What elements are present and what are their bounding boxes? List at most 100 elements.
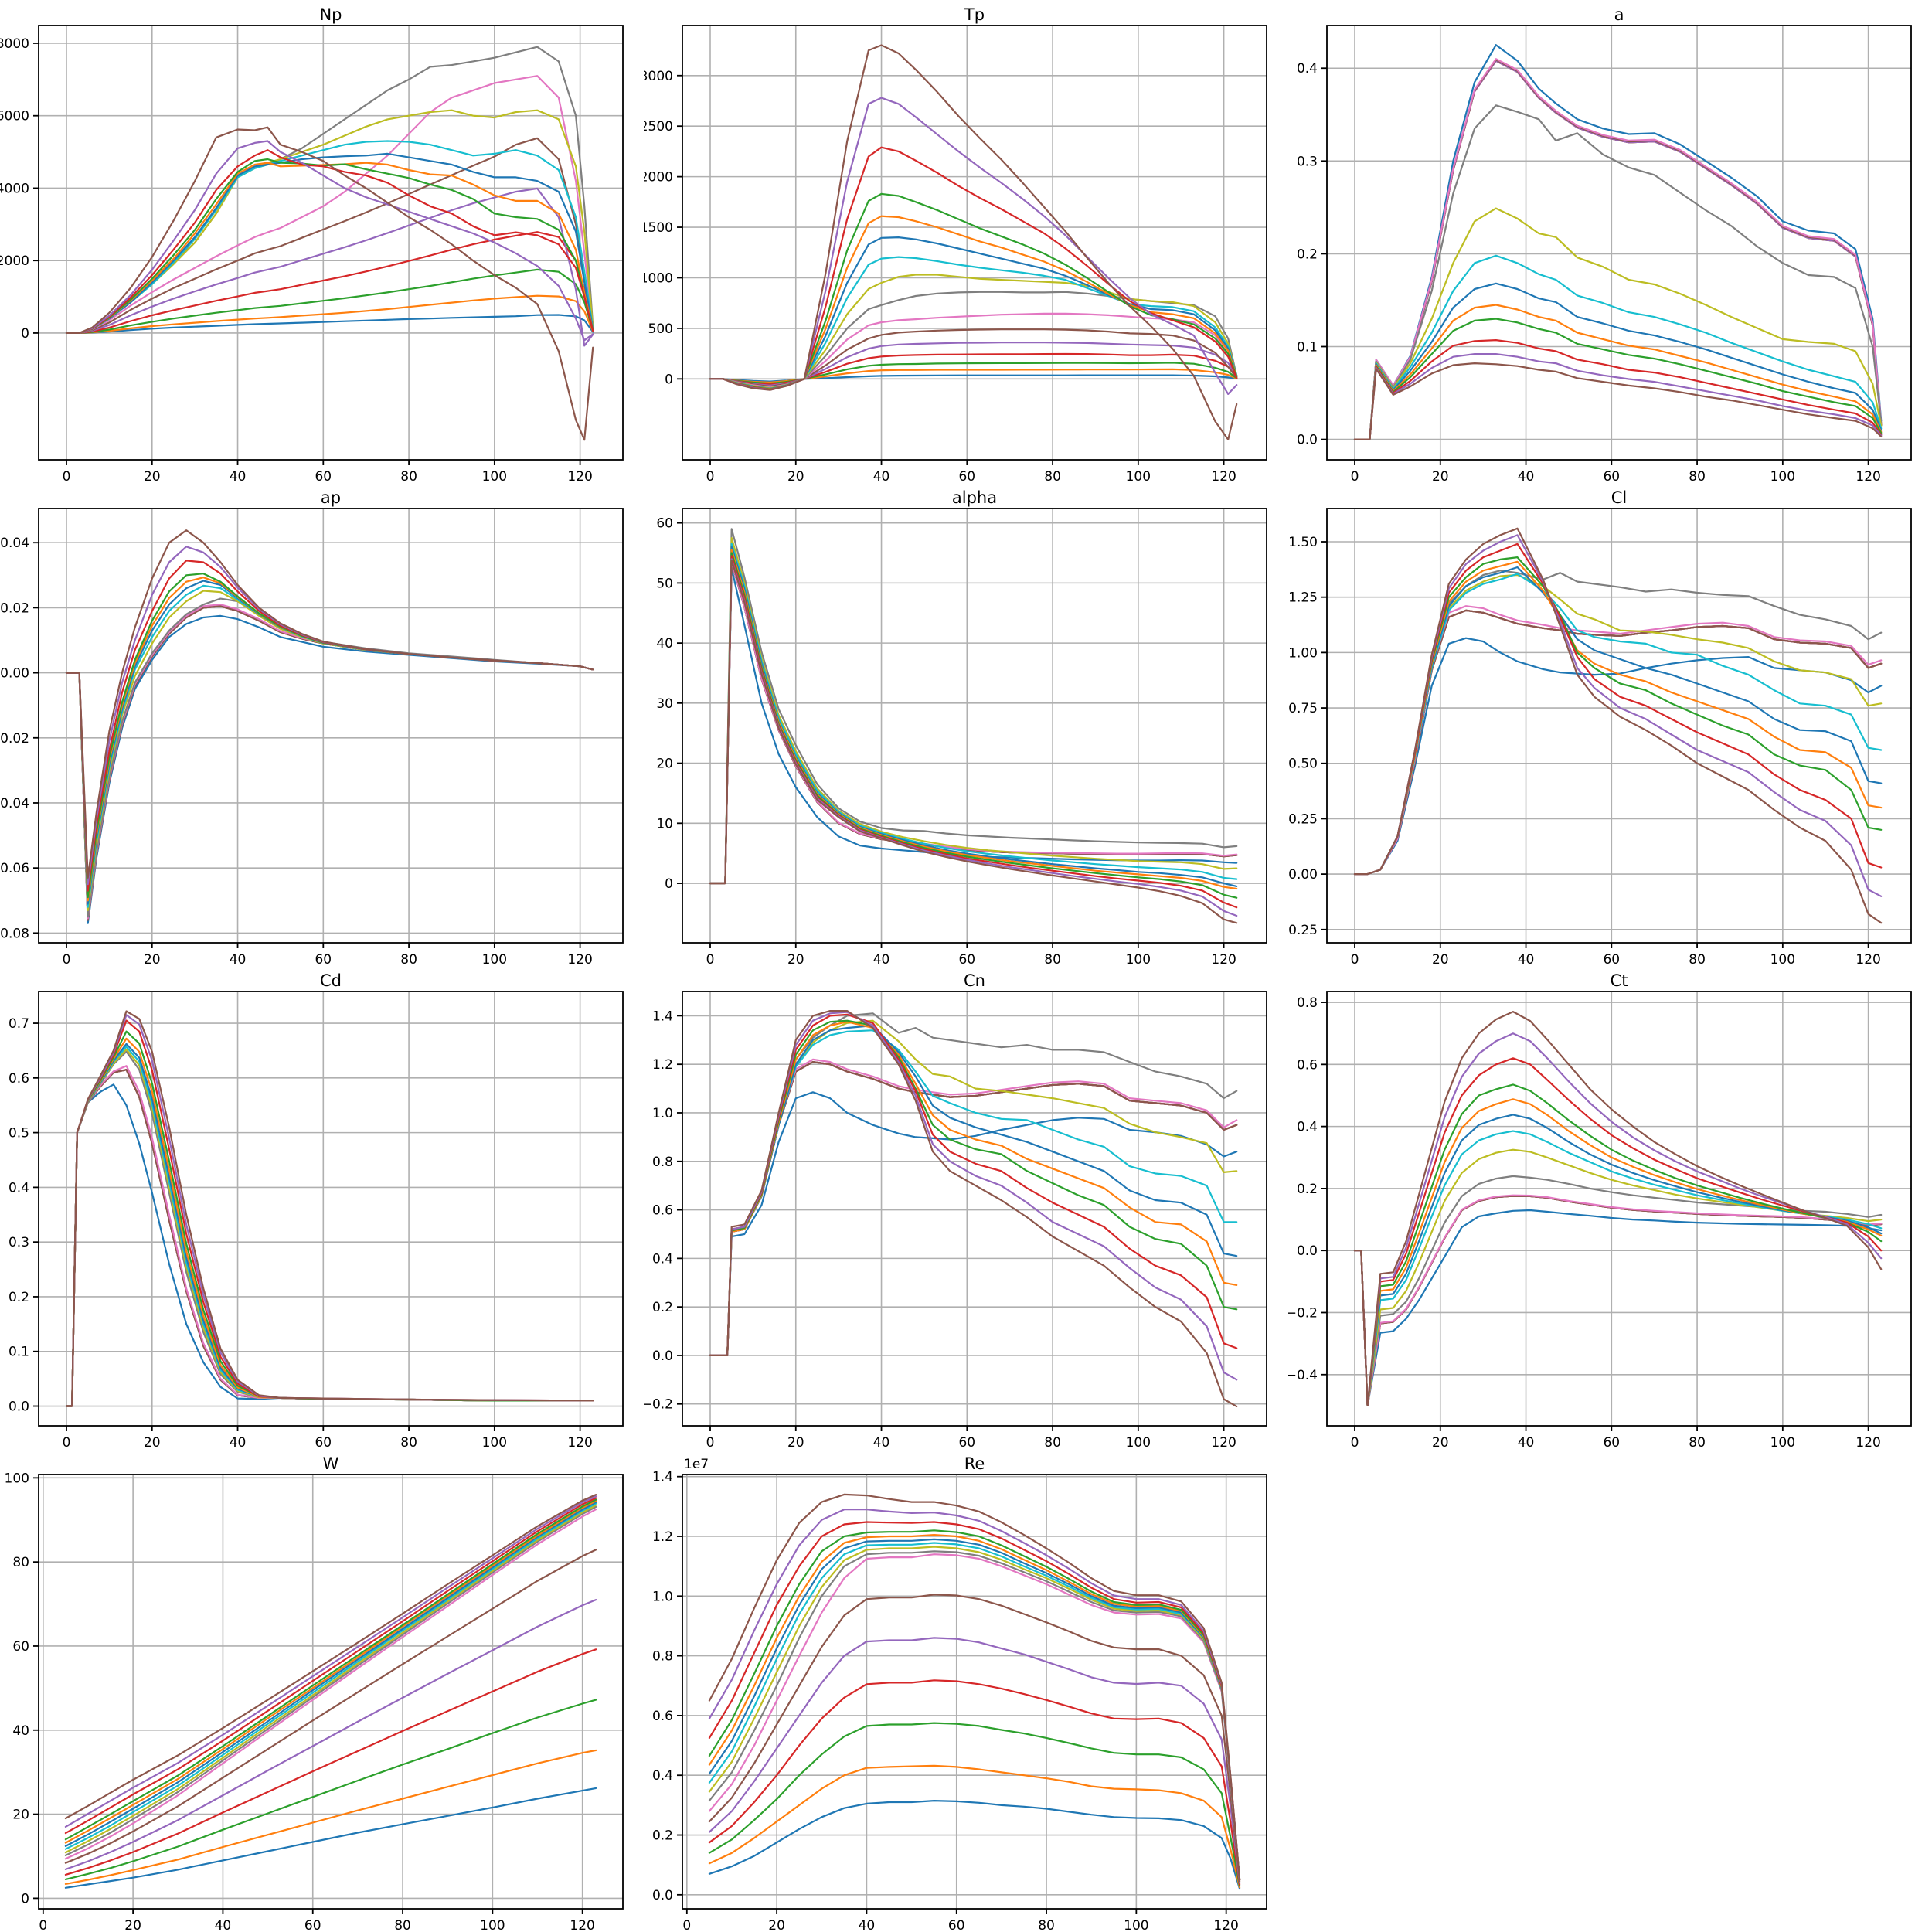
- svg-text:80: 80: [1689, 469, 1706, 483]
- svg-text:60: 60: [315, 1435, 332, 1449]
- svg-text:60: 60: [315, 952, 332, 966]
- svg-text:0.25: 0.25: [1288, 811, 1318, 827]
- svg-text:50: 50: [656, 576, 673, 591]
- subplot-np-title: Np: [319, 5, 342, 24]
- svg-text:8000: 8000: [0, 36, 29, 52]
- empty-cell: [1288, 1449, 1932, 1932]
- svg-text:0: 0: [706, 1435, 715, 1449]
- svg-text:0: 0: [665, 372, 673, 387]
- svg-text:100: 100: [1770, 469, 1795, 483]
- subplot-ct-title: Ct: [1610, 971, 1628, 990]
- subplot-ap-title: ap: [320, 488, 342, 507]
- svg-text:0: 0: [1351, 952, 1359, 966]
- svg-text:60: 60: [315, 469, 332, 483]
- svg-text:−0.06: −0.06: [0, 861, 29, 876]
- subplot-a-canvas: 0 20 40 60 80 100 120 0.0 0.1 0.2 0.3 0.4: [1297, 25, 1912, 483]
- svg-text:40: 40: [656, 636, 673, 651]
- svg-text:40: 40: [12, 1723, 29, 1739]
- svg-text:0.0: 0.0: [1297, 433, 1318, 448]
- subplot-re: Re 0 20 40 60 80 100 120 0.0 0.2 0.4 0.6 0.8 1.0 1.2 1…: [644, 1449, 1287, 1932]
- svg-text:100: 100: [480, 1918, 505, 1932]
- subplot-re-canvas: 0 20 40 60 80 100 120 0.0 0.2 0.4 0.6 0.8 1.0 1.2 1.4 1…: [652, 1457, 1267, 1932]
- svg-text:0.00: 0.00: [0, 666, 29, 682]
- svg-text:0.3: 0.3: [1297, 154, 1318, 169]
- svg-text:120: 120: [570, 1918, 594, 1932]
- svg-text:3000: 3000: [644, 69, 673, 84]
- svg-text:20: 20: [144, 469, 161, 483]
- svg-text:−0.4: −0.4: [1288, 1368, 1318, 1383]
- svg-text:80: 80: [1044, 469, 1061, 483]
- subplot-cl: Cl 0 20 40 60 80 100 120 −0.25 0.00 0.25 0.50 0.75 1…: [1288, 483, 1932, 966]
- svg-text:80: 80: [400, 469, 417, 483]
- svg-text:20: 20: [144, 1435, 161, 1449]
- svg-text:40: 40: [873, 469, 890, 483]
- svg-text:2500: 2500: [644, 119, 673, 134]
- svg-text:0.4: 0.4: [1297, 61, 1318, 77]
- subplot-ct-canvas: 0 20 40 60 80 100 120 −0.4 −0.2 0.0 0.2 0.4 0.6 0.8: [1288, 991, 1912, 1449]
- svg-text:80: 80: [12, 1555, 29, 1570]
- svg-text:0.4: 0.4: [1297, 1120, 1318, 1135]
- svg-text:20: 20: [1432, 469, 1449, 483]
- svg-text:100: 100: [482, 1435, 507, 1449]
- svg-text:100: 100: [1126, 469, 1151, 483]
- svg-text:0.4: 0.4: [652, 1768, 673, 1784]
- subplot-w-canvas: 0 20 40 60 80 100 120 0 20 40 60 80 100: [5, 1471, 624, 1932]
- svg-text:40: 40: [1518, 952, 1535, 966]
- subplot-ap: ap 0 20 40 60 80 100 120 −0.08 −0.06 −0.04 −0.02 0.…: [0, 483, 644, 966]
- svg-text:0.8: 0.8: [652, 1155, 673, 1170]
- svg-text:20: 20: [787, 952, 804, 966]
- subplot-cl-canvas: 0 20 40 60 80 100 120 −0.25 0.00 0.25 0.50 0.75 1.00…: [1288, 508, 1912, 966]
- svg-text:60: 60: [656, 516, 673, 532]
- svg-text:1e7: 1e7: [684, 1457, 709, 1472]
- svg-text:120: 120: [567, 952, 592, 966]
- svg-text:−0.02: −0.02: [0, 731, 29, 747]
- svg-text:40: 40: [859, 1918, 876, 1932]
- svg-text:1.50: 1.50: [1288, 535, 1318, 550]
- svg-text:100: 100: [1126, 952, 1151, 966]
- subplot-np-canvas: 0 20 40 60 80 100 120 0 2000 4000 6000 8000: [0, 25, 624, 483]
- svg-text:0: 0: [63, 1435, 71, 1449]
- svg-text:30: 30: [656, 696, 673, 712]
- svg-text:60: 60: [1603, 469, 1620, 483]
- subplot-np: Np 0 20 40 60 80 100 120 0 2000 4000 6000 8000: [0, 0, 644, 483]
- svg-text:0.4: 0.4: [9, 1180, 29, 1196]
- svg-text:20: 20: [768, 1918, 785, 1932]
- subplot-cn-canvas: 0 20 40 60 80 100 120 −0.2 0.0 0.2 0.4 0.6 0.8 1.0 1.2…: [644, 991, 1267, 1449]
- svg-text:120: 120: [1855, 469, 1880, 483]
- svg-text:100: 100: [482, 952, 507, 966]
- svg-text:120: 120: [1855, 1435, 1880, 1449]
- svg-text:0.0: 0.0: [1297, 1243, 1318, 1259]
- svg-text:0.6: 0.6: [1297, 1057, 1318, 1073]
- subplot-tp: Tp 0 20 40 60 80 100 120 0 500 1000 1500 2000 2500 30…: [644, 0, 1287, 483]
- svg-text:60: 60: [948, 1918, 965, 1932]
- svg-text:0.1: 0.1: [9, 1345, 29, 1360]
- subplot-cd-canvas: 0 20 40 60 80 100 120 0.0 0.1 0.2 0.3 0.4 0.5 0.6 0.7: [9, 991, 624, 1449]
- svg-text:40: 40: [215, 1918, 232, 1932]
- svg-text:0: 0: [665, 876, 673, 892]
- svg-text:100: 100: [482, 469, 507, 483]
- svg-text:0: 0: [682, 1918, 691, 1932]
- svg-text:0: 0: [21, 1891, 29, 1906]
- subplot-tp-canvas: 0 20 40 60 80 100 120 0 500 1000 1500 2000 2500 3000: [644, 25, 1267, 483]
- svg-text:−0.25: −0.25: [1288, 923, 1318, 938]
- subplot-w: W 0 20 40 60 80 100 120 0 20 40 60 80 100: [0, 1449, 644, 1932]
- svg-text:1.4: 1.4: [652, 1470, 673, 1485]
- svg-text:120: 120: [1855, 952, 1880, 966]
- svg-text:60: 60: [958, 952, 975, 966]
- svg-text:120: 120: [1211, 952, 1236, 966]
- svg-text:80: 80: [400, 1435, 417, 1449]
- svg-text:0.0: 0.0: [652, 1888, 673, 1903]
- svg-text:100: 100: [1770, 1435, 1795, 1449]
- svg-text:40: 40: [1518, 1435, 1535, 1449]
- svg-text:80: 80: [394, 1918, 411, 1932]
- svg-text:0.1: 0.1: [1297, 339, 1318, 355]
- svg-text:0.2: 0.2: [9, 1290, 29, 1305]
- svg-text:0: 0: [1351, 469, 1359, 483]
- svg-text:20: 20: [787, 1435, 804, 1449]
- svg-text:1.2: 1.2: [652, 1529, 673, 1545]
- svg-text:1.4: 1.4: [652, 1009, 673, 1024]
- svg-text:−0.2: −0.2: [1288, 1305, 1318, 1321]
- svg-text:0.4: 0.4: [652, 1251, 673, 1267]
- svg-text:0.00: 0.00: [1288, 867, 1318, 883]
- subplot-w-title: W: [322, 1454, 339, 1473]
